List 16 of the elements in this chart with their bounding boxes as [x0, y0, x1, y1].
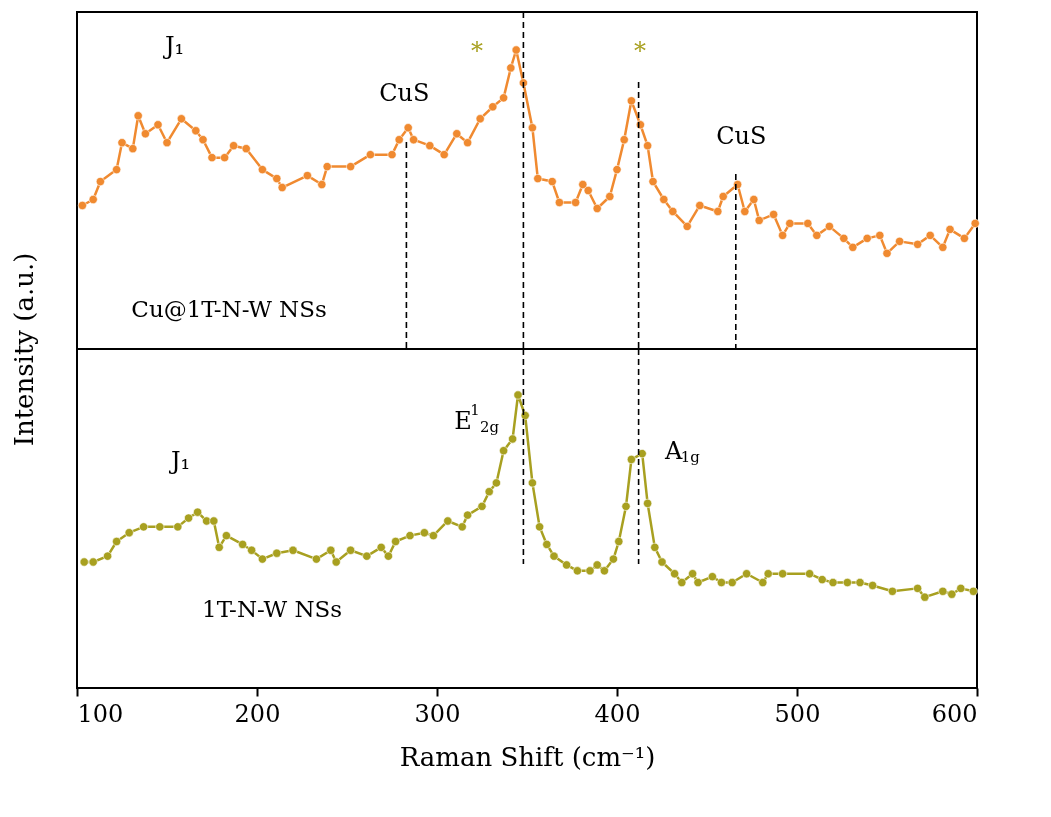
series-label: 1T-N-W NSs: [202, 596, 343, 622]
x-tick-label: 500: [774, 699, 821, 728]
annotation: CuS: [379, 79, 430, 107]
x-tick-label: 300: [414, 699, 461, 728]
text: Cu@1T-N-W NSs: [131, 296, 327, 322]
x-tick-label: 100: [77, 699, 124, 728]
annotation: *: [634, 37, 647, 65]
x-tick-label: 200: [234, 699, 281, 728]
annotation: *: [471, 37, 484, 65]
annotation: J₁: [168, 447, 191, 475]
x-axis-title: Raman Shift (cm⁻¹): [399, 741, 656, 772]
x-tick-label: 400: [594, 699, 641, 728]
annotation: J₁: [162, 32, 185, 60]
y-axis-title: Intensity (a.u.): [8, 252, 39, 447]
x-tick-label: 600: [931, 699, 978, 728]
annotation: CuS: [716, 122, 767, 150]
